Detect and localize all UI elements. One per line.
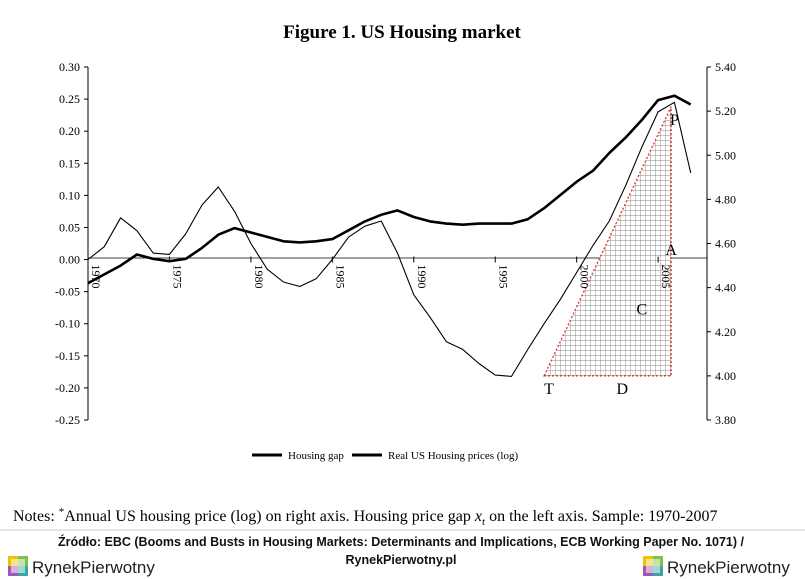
notes-prefix: Notes:: [13, 508, 59, 525]
left-tick-label: -0.15: [55, 349, 80, 363]
right-tick-label: 5.20: [715, 104, 736, 118]
x-tick-label: 1970: [89, 265, 103, 289]
left-tick-label: 0.30: [59, 60, 80, 74]
series-layer: [87, 94, 692, 377]
annotation-t: T: [544, 381, 554, 398]
left-tick-label: -0.05: [55, 285, 80, 299]
right-tick-label: 5.40: [715, 60, 736, 74]
x-axis-ticks: 1970 1975 1980 1985 1990 1995 2000 2005: [87, 256, 673, 289]
legend: Housing gap Real US Housing prices (log): [252, 450, 518, 462]
right-tick-label: 4.60: [715, 237, 736, 251]
right-tick-label: 4.80: [715, 192, 736, 206]
brand-name-right: RynekPierwotny: [667, 558, 790, 577]
x-tick-label: 1985: [333, 265, 347, 289]
brand-name-left: RynekPierwotny: [32, 558, 155, 577]
brand-logo-left: RynekPierwotny: [8, 556, 155, 577]
left-tick-label: 0.25: [59, 92, 80, 106]
rynekpierwotny-logo-icon: [643, 556, 663, 576]
brand-logo-right: RynekPierwotny: [643, 556, 790, 577]
left-tick-label: 0.05: [59, 220, 80, 234]
legend-label-housing-gap: Housing gap: [288, 450, 344, 462]
left-tick-label: 0.10: [59, 188, 80, 202]
x-tick-label: 1995: [496, 265, 510, 289]
right-tick-label: 4.20: [715, 325, 736, 339]
right-tick-label: 5.00: [715, 148, 736, 162]
left-axis-ticks: 0.30 0.25 0.20 0.15 0.10 0.05 0.00 -0.05 -0.10 -0…: [55, 60, 88, 427]
x-tick-label: 2005: [659, 265, 673, 289]
right-tick-label: 4.40: [715, 281, 736, 295]
source-line-2: RynekPierwotny.pl: [346, 553, 457, 567]
left-tick-label: -0.20: [55, 381, 80, 395]
x-tick-label: 1990: [415, 265, 429, 289]
shaded-triangle: [543, 106, 672, 377]
annotation-d: D: [617, 381, 629, 398]
x-tick-label: 1980: [252, 265, 266, 289]
notes-star: *: [59, 506, 65, 518]
annotation-c: C: [637, 302, 648, 319]
left-tick-label: -0.10: [55, 317, 80, 331]
series-line-housing-gap: [87, 101, 692, 377]
series-line-housing-prices: [87, 94, 692, 285]
shaded-region-layer: [543, 106, 672, 377]
left-tick-label: 0.20: [59, 124, 80, 138]
left-tick-label: 0.15: [59, 156, 80, 170]
x-tick-label: 2000: [578, 265, 592, 289]
legend-label-prices: Real US Housing prices (log): [388, 450, 518, 462]
x-tick-label: 1975: [170, 265, 184, 289]
notes-variable: x: [474, 508, 482, 525]
notes-text-b: on the left axis. Sample: 1970-2007: [485, 508, 717, 525]
annotation-a: A: [665, 242, 677, 259]
left-tick-label: 0.00: [59, 253, 80, 267]
annotation-layer: P A C T D: [544, 112, 679, 398]
source-line-1: Źródło: EBC (Booms and Busts in Housing …: [58, 534, 745, 549]
left-tick-label: -0.25: [55, 413, 80, 427]
right-tick-label: 3.80: [715, 413, 736, 427]
chart-notes: Notes: *Annual US housing price (log) on…: [13, 506, 717, 528]
notes-subscript: t: [482, 516, 486, 528]
annotation-p: P: [670, 112, 679, 129]
right-axis-ticks: 5.40 5.20 5.00 4.80 4.60 4.40 4.20 4.00 3.80: [707, 60, 736, 427]
rynekpierwotny-logo-icon: [8, 556, 28, 576]
notes-text-a: Annual US housing price (log) on right a…: [64, 508, 475, 525]
right-tick-label: 4.00: [715, 369, 736, 383]
chart-title: Figure 1. US Housing market: [283, 22, 521, 43]
